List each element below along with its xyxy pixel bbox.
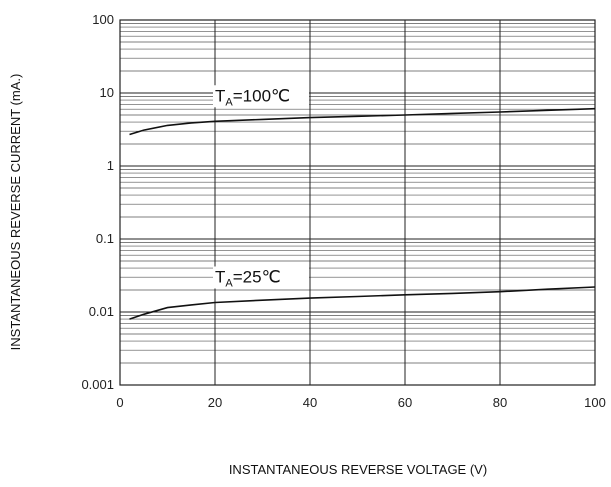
y-tick-label: 10: [100, 85, 114, 100]
series-annotations: TA=100℃TA=25℃: [213, 85, 309, 289]
series-line: [129, 286, 596, 320]
x-tick-label: 0: [116, 395, 123, 410]
series-label: TA=25℃: [215, 267, 281, 289]
minor-gridlines: [120, 22, 595, 364]
y-tick-label: 0.01: [89, 304, 114, 319]
series-lines: [129, 107, 596, 320]
x-tick-labels: 0 20 40 60 80 100: [116, 395, 605, 410]
x-tick-label: 80: [493, 395, 507, 410]
x-tick-label: 60: [398, 395, 412, 410]
series-label: TA=100℃: [215, 86, 290, 108]
series-line: [129, 107, 596, 136]
series-label-background: [213, 266, 309, 289]
x-tick-label: 20: [208, 395, 222, 410]
series-label-rest: =25℃: [233, 267, 281, 286]
x-tick-label: 100: [584, 395, 606, 410]
plot-frame: [119, 19, 596, 386]
y-tick-label: 0.1: [96, 231, 114, 246]
y-tick-labels: 0.001 0.01 0.1 1 10 100: [81, 12, 114, 392]
series-label-main: T: [215, 86, 225, 105]
y-tick-label: 1: [107, 158, 114, 173]
series-label-main: T: [215, 267, 225, 286]
x-tick-label: 40: [303, 395, 317, 410]
y-tick-label: 0.001: [81, 377, 114, 392]
y-tick-label: 100: [92, 12, 114, 27]
x-axis-title: INSTANTANEOUS REVERSE VOLTAGE (V): [229, 462, 487, 477]
y-axis-title: INSTANTANEOUS REVERSE CURRENT (mA.): [8, 74, 23, 351]
series-label-subscript: A: [225, 96, 233, 108]
series-label-rest: =100℃: [233, 86, 290, 105]
series-label-subscript: A: [225, 277, 233, 289]
series-label-background: [213, 85, 309, 108]
major-gridlines: [119, 19, 596, 386]
